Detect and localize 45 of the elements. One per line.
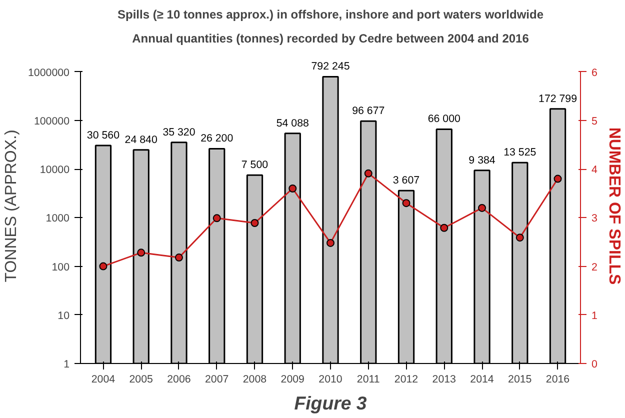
x-tick-label: 2011 [356, 374, 380, 386]
data-label: 792 245 [311, 60, 350, 73]
x-tick-label: 2013 [432, 374, 456, 386]
chart-subtitle: Annual quantities (tonnes) recorded by Cedre between 2004 and 2016 [132, 32, 530, 46]
y2-tick-label: 6 [592, 66, 598, 79]
caption: Figure 3 [294, 392, 368, 414]
data-label: 7 500 [241, 159, 268, 172]
data-label: 35 320 [162, 126, 196, 138]
data-label: 24 840 [124, 134, 158, 146]
x-tick-label: 2010 [318, 374, 342, 386]
x-tick-label: 2006 [167, 374, 191, 386]
data-label: 9 384 [468, 154, 496, 166]
y2-axis-title: NUMBER OF SPILLS [605, 127, 622, 285]
x-tick-label: 2016 [546, 374, 570, 386]
y2-tick-label: 0 [592, 358, 598, 370]
data-label: 13 525 [504, 146, 536, 159]
x-tick-label: 2009 [280, 374, 305, 386]
y2-tick-label: 1 [592, 310, 598, 322]
data-label: 54 088 [276, 117, 309, 130]
y-tick-label: 100000 [34, 115, 70, 128]
x-tick-label: 2015 [508, 374, 532, 386]
data-label: 30 560 [86, 129, 120, 142]
data-label: 26 200 [200, 132, 234, 145]
y-tick-label: 10 [58, 310, 70, 322]
y2-tick-label: 3 [592, 212, 598, 225]
x-tick-label: 2008 [242, 374, 267, 386]
y-tick-label: 100 [52, 261, 70, 274]
y-tick-label: 10000 [40, 164, 70, 176]
x-tick-label: 2007 [205, 374, 229, 386]
y-tick-label: 1000000 [28, 66, 70, 79]
data-label: 3 607 [392, 174, 420, 187]
y2-tick-label: 2 [592, 261, 598, 274]
y-axis-title: TONNES (APPROX.) [3, 130, 20, 282]
y-tick-label: 1 [64, 358, 70, 370]
data-label: 66 000 [428, 113, 461, 126]
y2-tick-label: 4 [592, 164, 598, 176]
x-tick-label: 2005 [129, 374, 154, 386]
y2-tick-label: 5 [592, 115, 598, 128]
data-label: 172 799 [538, 92, 578, 105]
data-label: 96 677 [352, 105, 385, 118]
x-tick-label: 2012 [394, 374, 418, 386]
chart-title: Spills (≥ 10 tonnes approx.) in offshore, inshore and port waters worldwide [118, 8, 544, 22]
x-tick-label: 2004 [91, 374, 116, 386]
y-tick-label: 1000 [46, 212, 70, 225]
x-tick-label: 2014 [470, 374, 494, 386]
